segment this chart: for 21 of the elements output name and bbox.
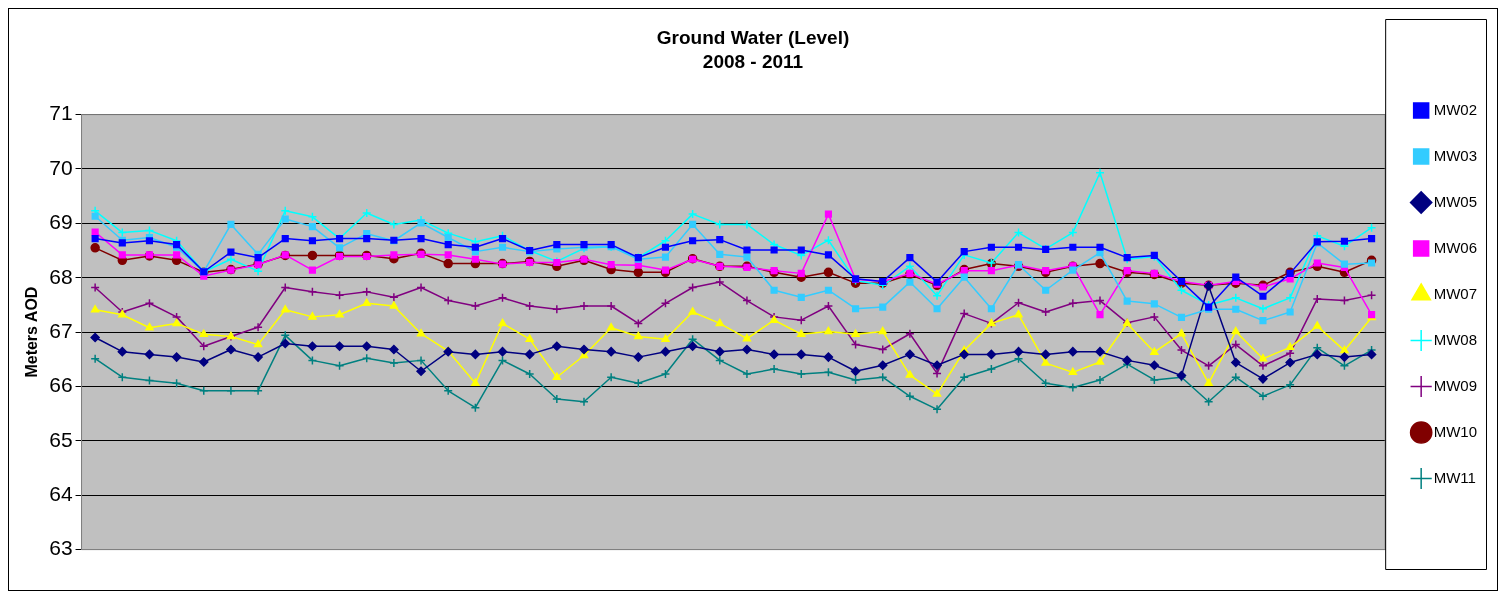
y-tick-label: 68 [49, 264, 73, 288]
y-tick-label: 66 [49, 373, 73, 397]
y-tick-label: 71 [49, 101, 73, 125]
y-axis-title: Meters AOD [23, 286, 41, 378]
y-tick-label: 67 [49, 318, 73, 342]
legend-label: MW10 [1433, 422, 1478, 440]
y-tick-label: 65 [49, 427, 73, 451]
legend-label: MW05 [1433, 192, 1478, 210]
chart-subtitle: 2008 - 2011 [702, 51, 804, 73]
legend-label: MW03 [1433, 146, 1478, 164]
y-tick-label: 63 [49, 536, 73, 560]
chart-title: Ground Water (Level) [656, 26, 850, 48]
legend-label: MW11 [1433, 468, 1476, 486]
legend-label: MW09 [1433, 376, 1478, 394]
legend-label: MW02 [1433, 100, 1478, 118]
y-tick-label: 70 [49, 155, 73, 179]
legend-label: MW08 [1433, 330, 1478, 348]
y-tick-label: 69 [49, 210, 73, 234]
y-tick-label: 64 [49, 482, 73, 506]
legend-label: MW07 [1433, 284, 1478, 302]
legend-label: MW06 [1433, 238, 1478, 256]
